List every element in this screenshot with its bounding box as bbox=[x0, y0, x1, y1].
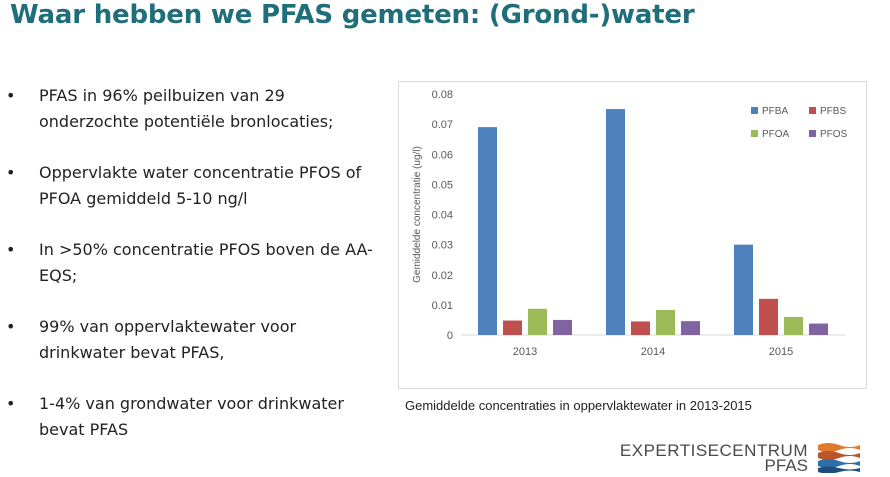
bar-pfoa-2015 bbox=[784, 316, 803, 335]
logo-text-line2: PFAS bbox=[764, 456, 808, 475]
bullet-item: • 99% van oppervlaktewater voor drinkwat… bbox=[6, 314, 376, 391]
legend-label-pfba: PFBA bbox=[762, 106, 788, 117]
slide-title: Waar hebben we PFAS gemeten: (Grond-)wat… bbox=[10, 0, 695, 30]
y-tick-label: 0.08 bbox=[432, 89, 453, 101]
y-axis-title: Gemiddelde concentratie (ug/l) bbox=[412, 146, 423, 283]
y-tick-label: 0.03 bbox=[432, 240, 453, 252]
bullet-dot: • bbox=[6, 163, 16, 182]
bullet-dot: • bbox=[6, 240, 16, 259]
legend-swatch-pfbs bbox=[809, 107, 816, 114]
y-tick-label: 0.05 bbox=[432, 179, 453, 191]
bar-pfba-2013 bbox=[478, 127, 497, 335]
bullet-item: • In >50% concentratie PFOS boven de AA-… bbox=[6, 237, 376, 314]
bar-pfoa-2014 bbox=[656, 309, 675, 335]
bullet-text: Oppervlakte water concentratie PFOS of P… bbox=[39, 163, 362, 208]
logo-text-line1: EXPERTISECENTRUM bbox=[619, 441, 808, 460]
legend-label-pfoa: PFOA bbox=[762, 129, 790, 140]
bar-pfoa-2013 bbox=[528, 308, 547, 335]
y-tick-label: 0.02 bbox=[432, 270, 453, 282]
bullet-dot: • bbox=[6, 86, 16, 105]
bullet-text: PFAS in 96% peilbuizen van 29 onderzocht… bbox=[39, 86, 334, 131]
x-tick-label: 2015 bbox=[769, 346, 793, 358]
y-tick-label: 0.01 bbox=[432, 300, 453, 312]
bar-pfbs-2015 bbox=[759, 298, 778, 335]
bar-chart: 0 0.01 0.02 0.03 0.04 0.05 0.06 0.07 0.08 Gemidde… bbox=[398, 81, 867, 389]
bullet-text: 99% van oppervlaktewater voor drinkwater… bbox=[39, 317, 297, 362]
bullet-item: • 1-4% van grondwater voor drinkwater be… bbox=[6, 391, 376, 468]
bar-pfos-2014 bbox=[681, 321, 700, 335]
bullet-dot: • bbox=[6, 394, 16, 413]
bar-pfos-2015 bbox=[809, 323, 828, 335]
bullet-item: • PFAS in 96% peilbuizen van 29 onderzoc… bbox=[6, 83, 376, 160]
x-tick-label: 2013 bbox=[513, 346, 537, 358]
chart-caption: Gemiddelde concentraties in oppervlaktew… bbox=[405, 398, 752, 413]
logo: EXPERTISECENTRUM PFAS bbox=[620, 438, 880, 475]
y-tick-label: 0.07 bbox=[432, 119, 453, 131]
y-tick-label: 0 bbox=[447, 330, 453, 342]
bullet-list: • PFAS in 96% peilbuizen van 29 onderzoc… bbox=[6, 83, 376, 468]
bullet-dot: • bbox=[6, 317, 16, 336]
chart-canvas: 0 0.01 0.02 0.03 0.04 0.05 0.06 0.07 0.08 Gemidde… bbox=[412, 89, 848, 358]
y-tick-label: 0.06 bbox=[432, 149, 453, 161]
bar-pfba-2014 bbox=[606, 109, 625, 335]
legend-label-pfbs: PFBS bbox=[820, 106, 846, 117]
x-tick-label: 2014 bbox=[641, 346, 665, 358]
y-tick-label: 0.04 bbox=[432, 210, 453, 222]
bullet-item: • Oppervlakte water concentratie PFOS of… bbox=[6, 160, 376, 237]
legend-swatch-pfba bbox=[751, 107, 758, 114]
logo-waves-icon bbox=[818, 443, 860, 473]
bar-pfbs-2014 bbox=[631, 321, 650, 335]
legend-swatch-pfoa bbox=[751, 130, 758, 137]
bar-pfos-2013 bbox=[553, 319, 572, 335]
bar-pfbs-2013 bbox=[503, 320, 522, 335]
bullet-text: 1-4% van grondwater voor drinkwater beva… bbox=[39, 394, 344, 439]
bullet-text: In >50% concentratie PFOS boven de AA-EQ… bbox=[39, 240, 373, 285]
legend-swatch-pfos bbox=[809, 130, 816, 137]
legend-label-pfos: PFOS bbox=[820, 129, 848, 140]
bar-pfba-2015 bbox=[734, 244, 753, 335]
